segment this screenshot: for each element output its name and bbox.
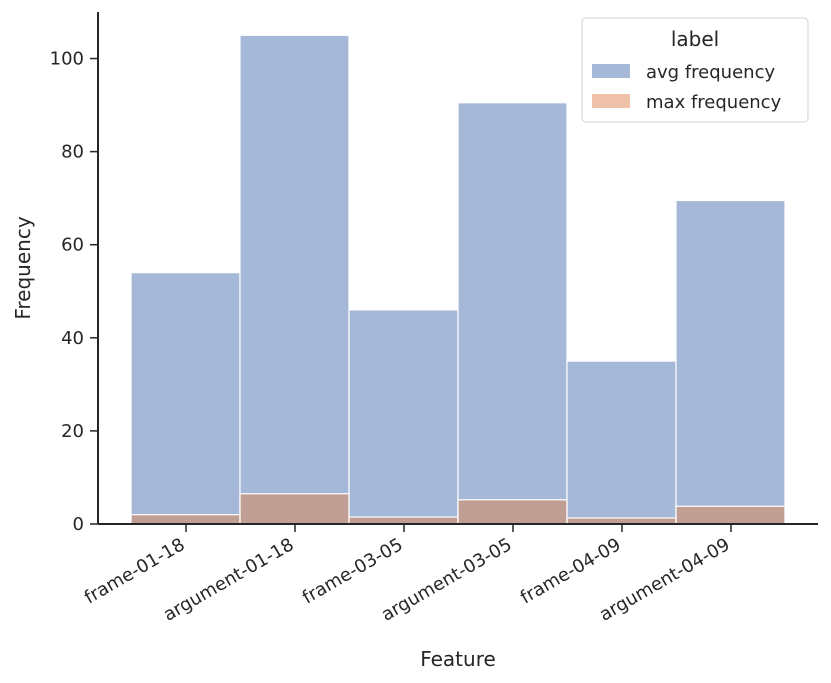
legend-label-avg-frequency: avg frequency bbox=[646, 62, 775, 83]
y-tick-label-40: 40 bbox=[61, 328, 84, 349]
x-tick-label-frame-03-05: frame-03-05 bbox=[299, 534, 407, 608]
bar-avg-frequency-frame-01-18 bbox=[130, 272, 241, 525]
y-tick-label-20: 20 bbox=[61, 421, 84, 442]
bar-avg-frequency-frame-04-09 bbox=[566, 360, 677, 525]
legend: label avg frequency max frequency bbox=[581, 17, 809, 123]
y-tick-label-100: 100 bbox=[50, 49, 84, 70]
x-tick-label-frame-01-18: frame-01-18 bbox=[81, 534, 189, 608]
bar-max-frequency-argument-03-05 bbox=[457, 499, 568, 525]
bar-max-frequency-frame-03-05 bbox=[348, 516, 459, 525]
y-tick-label-80: 80 bbox=[61, 142, 84, 163]
legend-label-max-frequency: max frequency bbox=[646, 92, 782, 113]
legend-swatch-avg-frequency bbox=[592, 64, 630, 78]
bars-layer bbox=[130, 34, 786, 525]
bar-avg-frequency-frame-03-05 bbox=[348, 309, 459, 525]
y-axis-title: Frequency bbox=[11, 216, 35, 319]
bar-max-frequency-argument-01-18 bbox=[239, 493, 350, 525]
y-tick-label-0: 0 bbox=[73, 514, 84, 535]
x-tick-label-frame-04-09: frame-04-09 bbox=[517, 534, 625, 608]
bar-max-frequency-frame-01-18 bbox=[130, 514, 241, 525]
x-axis-title: Feature bbox=[420, 647, 496, 671]
bar-avg-frequency-argument-04-09 bbox=[675, 199, 786, 525]
legend-frame bbox=[581, 17, 809, 123]
legend-title: label bbox=[671, 27, 719, 51]
y-tick-label-60: 60 bbox=[61, 235, 84, 256]
y-ticks: 0 20 40 60 80 100 bbox=[50, 49, 98, 535]
bar-max-frequency-argument-04-09 bbox=[675, 505, 786, 525]
legend-swatch-max-frequency bbox=[592, 94, 630, 108]
bar-avg-frequency-argument-03-05 bbox=[457, 102, 568, 525]
bar-avg-frequency-argument-01-18 bbox=[239, 34, 350, 525]
